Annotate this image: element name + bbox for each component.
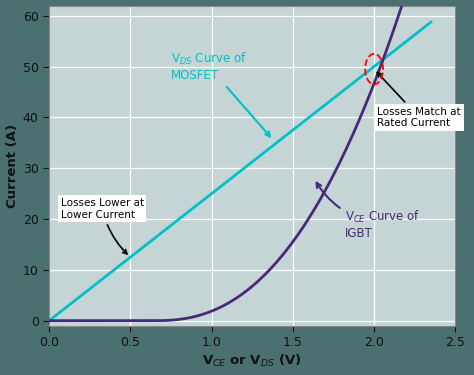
- Text: Losses Lower at
Lower Current: Losses Lower at Lower Current: [61, 198, 144, 254]
- Text: Losses Match at
Rated Current: Losses Match at Rated Current: [377, 72, 461, 128]
- Text: V$_{CE}$ Curve of
IGBT: V$_{CE}$ Curve of IGBT: [317, 183, 420, 240]
- X-axis label: V$_{CE}$ or V$_{DS}$ (V): V$_{CE}$ or V$_{DS}$ (V): [202, 353, 302, 369]
- Text: V$_{DS}$ Curve of
MOSFET: V$_{DS}$ Curve of MOSFET: [171, 51, 270, 136]
- Y-axis label: Current (A): Current (A): [6, 124, 18, 208]
